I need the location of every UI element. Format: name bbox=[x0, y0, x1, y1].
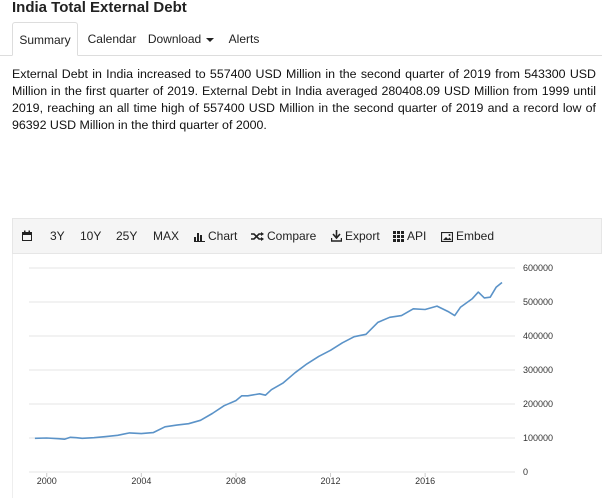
tab-alerts-label: Alerts bbox=[228, 32, 260, 46]
range-10y-button[interactable]: 10Y bbox=[80, 229, 102, 243]
external-debt-chart: 0 100000 200000 300000 400000 500000 600000 200… bbox=[29, 263, 553, 486]
range-max-button[interactable]: MAX bbox=[153, 229, 180, 243]
shuffle-icon bbox=[251, 232, 264, 241]
grid-icon bbox=[393, 231, 404, 242]
page-header: India Total External Debt bbox=[0, 0, 602, 23]
download-icon bbox=[330, 230, 343, 242]
page-title: India Total External Debt bbox=[12, 0, 187, 16]
chevron-down-icon bbox=[206, 37, 215, 42]
export-button[interactable]: Export bbox=[330, 219, 380, 253]
tab-calendar-label: Calendar bbox=[87, 32, 137, 46]
y-tick-label: 400000 bbox=[523, 331, 553, 341]
compare-button[interactable]: Compare bbox=[251, 219, 316, 253]
y-tick-label: 0 bbox=[523, 467, 528, 477]
x-tick-label: 2000 bbox=[37, 476, 57, 486]
chart-type-button[interactable]: Chart bbox=[194, 219, 237, 253]
tab-download-label: Download bbox=[147, 32, 202, 46]
x-tick-label: 2012 bbox=[321, 476, 341, 486]
tab-alerts[interactable]: Alerts bbox=[224, 22, 264, 55]
summary-text: External Debt in India increased to 5574… bbox=[12, 67, 596, 132]
x-tick-label: 2016 bbox=[415, 476, 435, 486]
embed-button[interactable]: Embed bbox=[440, 219, 495, 253]
chart-toolbar: 3Y 10Y 25Y MAX Chart Compare Export API … bbox=[12, 218, 602, 254]
embed-label: Embed bbox=[456, 229, 495, 243]
calendar-icon[interactable] bbox=[21, 219, 36, 253]
y-tick-label: 300000 bbox=[523, 365, 553, 375]
x-tick-label: 2008 bbox=[226, 476, 246, 486]
export-label: Export bbox=[345, 229, 380, 243]
y-tick-label: 500000 bbox=[523, 297, 553, 307]
y-tick-label: 600000 bbox=[523, 263, 553, 273]
tab-summary-label: Summary bbox=[19, 33, 71, 47]
api-label: API bbox=[407, 229, 427, 243]
tab-bar: Summary Calendar Download Alerts bbox=[0, 22, 602, 56]
tab-calendar[interactable]: Calendar bbox=[84, 22, 140, 55]
tab-summary[interactable]: Summary bbox=[12, 22, 78, 56]
range-3y-button[interactable]: 3Y bbox=[50, 229, 65, 243]
y-tick-label: 200000 bbox=[523, 399, 553, 409]
y-tick-label: 100000 bbox=[523, 433, 553, 443]
tab-download[interactable]: Download bbox=[146, 22, 216, 55]
series-line bbox=[34, 281, 503, 440]
compare-label: Compare bbox=[267, 229, 317, 243]
chart-area: 0 100000 200000 300000 400000 500000 600000 200… bbox=[12, 254, 602, 498]
range-25y-button[interactable]: 25Y bbox=[116, 229, 138, 243]
image-icon bbox=[440, 231, 454, 243]
bar-chart-icon bbox=[194, 233, 205, 242]
x-tick-label: 2004 bbox=[131, 476, 151, 486]
chart-label: Chart bbox=[208, 229, 238, 243]
api-button[interactable]: API bbox=[393, 219, 426, 253]
